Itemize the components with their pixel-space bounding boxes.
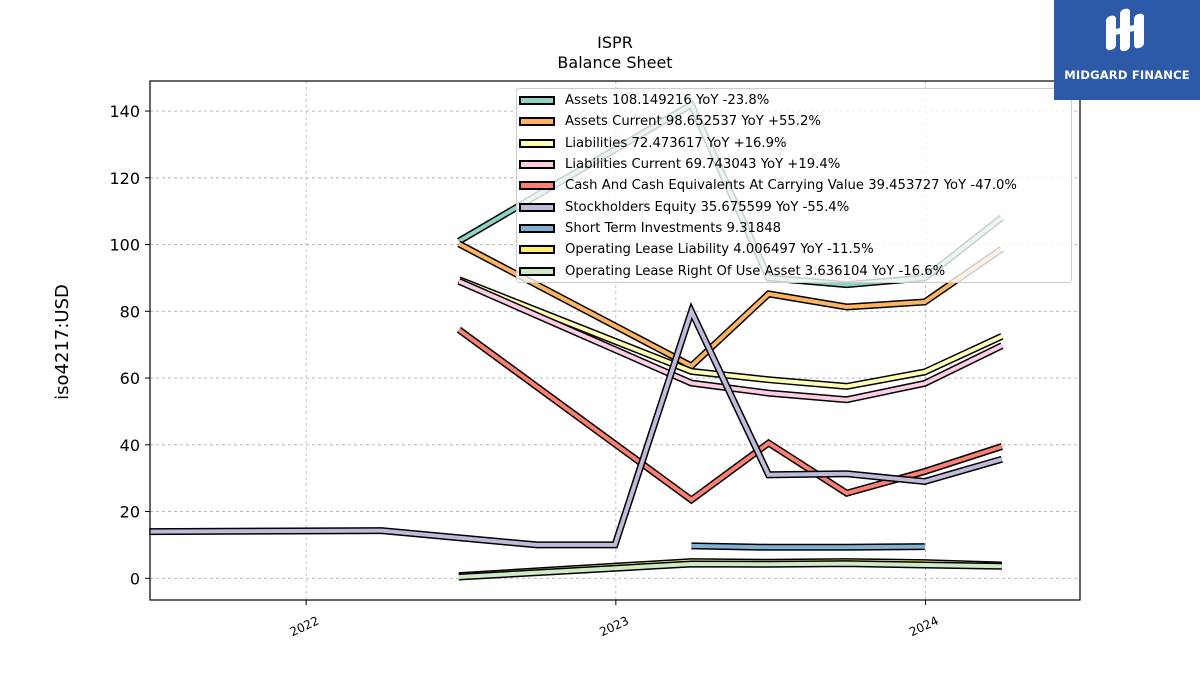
series-8 <box>458 560 1002 581</box>
series-2 <box>457 276 1004 390</box>
series-line <box>149 305 1003 547</box>
legend-label: Assets 108.149216 YoY -23.8% <box>565 93 770 109</box>
chart-title: ISPR <box>597 33 633 52</box>
y-tick-label: 80 <box>120 302 140 321</box>
legend-item: Stockholders Equity 35.675599 YoY -55.4% <box>517 196 1071 217</box>
midgard-logo-icon <box>1106 8 1144 52</box>
legend-swatch <box>519 160 555 170</box>
legend-item: Operating Lease Liability 4.006497 YoY -… <box>517 239 1071 260</box>
legend-label: Short Term Investments 9.31848 <box>565 220 782 236</box>
y-tick-label: 60 <box>120 369 140 388</box>
series-6 <box>691 542 925 551</box>
x-tick-label: 2024 <box>907 614 941 640</box>
legend-swatch <box>519 138 555 148</box>
legend-swatch <box>519 117 555 127</box>
legend-swatch <box>519 96 555 106</box>
legend-swatch <box>519 245 555 255</box>
y-axis-ticks: 0 20 40 60 80 100 120 140 <box>109 102 150 588</box>
legend-item: Cash And Cash Equivalents At Carrying Va… <box>517 175 1071 196</box>
legend-swatch <box>519 202 555 212</box>
y-tick-label: 140 <box>109 102 140 121</box>
legend-label: Liabilities 72.473617 YoY +16.9% <box>565 135 787 151</box>
series-line <box>457 328 1003 503</box>
legend-swatch <box>519 181 555 191</box>
y-axis-label: iso4217:USD <box>52 284 73 400</box>
series-5 <box>149 301 1003 549</box>
series-line <box>458 277 1003 389</box>
series-line <box>458 561 1002 579</box>
series-1 <box>457 240 1004 371</box>
y-tick-label: 20 <box>120 503 140 522</box>
series-4 <box>456 326 1003 505</box>
series-line <box>457 242 1004 369</box>
legend-swatch <box>519 266 555 276</box>
series-3 <box>457 278 1004 404</box>
chart-legend: Assets 108.149216 YoY -23.8% Assets Curre… <box>516 88 1072 283</box>
legend-item: Liabilities 72.473617 YoY +16.9% <box>517 133 1071 154</box>
legend-label: Assets Current 98.652537 YoY +55.2% <box>565 114 821 130</box>
midgard-finance-logo: MIDGARD FINANCE <box>1054 0 1200 100</box>
legend-item: Liabilities Current 69.743043 YoY +19.4% <box>517 154 1071 175</box>
y-tick-label: 120 <box>109 169 140 188</box>
x-tick-label: 2023 <box>597 614 631 640</box>
legend-item: Short Term Investments 9.31848 <box>517 218 1071 239</box>
logo-text: MIDGARD FINANCE <box>1064 68 1190 82</box>
y-tick-label: 40 <box>120 436 140 455</box>
legend-swatch <box>519 223 555 233</box>
legend-label: Cash And Cash Equivalents At Carrying Va… <box>565 178 1017 194</box>
legend-label: Stockholders Equity 35.675599 YoY -55.4% <box>565 199 850 215</box>
x-axis-ticks: 2022 2023 2024 <box>288 600 941 639</box>
y-tick-label: 0 <box>130 569 140 588</box>
legend-item: Assets Current 98.652537 YoY +55.2% <box>517 111 1071 132</box>
legend-label: Operating Lease Right Of Use Asset 3.636… <box>565 263 946 279</box>
legend-label: Liabilities Current 69.743043 YoY +19.4% <box>565 157 841 173</box>
legend-item: Assets 108.149216 YoY -23.8% <box>517 90 1071 111</box>
legend-item: Operating Lease Right Of Use Asset 3.636… <box>517 260 1071 281</box>
y-tick-label: 100 <box>109 236 140 255</box>
series-line-outline <box>149 301 1003 549</box>
series-line <box>691 543 925 550</box>
x-tick-label: 2022 <box>288 614 322 640</box>
series-line <box>458 279 1003 402</box>
plot-frame <box>149 80 1081 601</box>
legend-label: Operating Lease Liability 4.006497 YoY -… <box>565 242 874 258</box>
chart-subtitle: Balance Sheet <box>557 53 672 72</box>
